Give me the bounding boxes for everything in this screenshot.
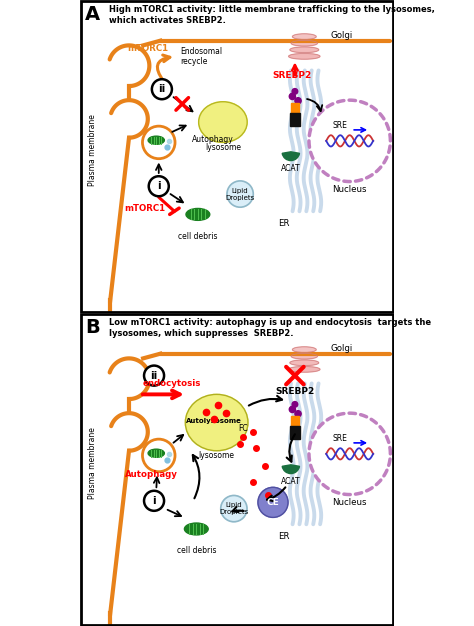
Text: i: i: [152, 496, 156, 506]
Ellipse shape: [290, 47, 319, 53]
Ellipse shape: [292, 34, 316, 39]
Text: SREBP2: SREBP2: [275, 387, 315, 396]
Circle shape: [309, 100, 391, 182]
Text: Autophagy: Autophagy: [191, 135, 233, 144]
Ellipse shape: [290, 360, 319, 366]
Ellipse shape: [186, 208, 210, 220]
Text: Droplets: Droplets: [226, 195, 255, 201]
Ellipse shape: [199, 102, 247, 143]
Circle shape: [289, 93, 295, 100]
Ellipse shape: [292, 347, 316, 352]
Bar: [290, 426, 300, 439]
Text: endocytosis: endocytosis: [143, 379, 201, 388]
Text: cell debris: cell debris: [176, 546, 216, 555]
Ellipse shape: [185, 394, 248, 451]
Text: Plasma membrane: Plasma membrane: [88, 115, 97, 186]
Circle shape: [227, 181, 253, 207]
Text: CE: CE: [266, 498, 279, 507]
Text: ACAT: ACAT: [281, 477, 301, 486]
Circle shape: [143, 439, 175, 472]
Circle shape: [289, 406, 295, 413]
Circle shape: [144, 491, 164, 511]
Circle shape: [258, 487, 288, 517]
Text: ACAT: ACAT: [281, 164, 301, 173]
Bar: [291, 103, 299, 113]
Text: Lipid: Lipid: [226, 503, 242, 508]
Text: Droplets: Droplets: [219, 510, 248, 515]
Ellipse shape: [289, 54, 320, 59]
Bar: [291, 416, 299, 426]
Text: FC: FC: [238, 424, 248, 433]
Text: Golgi: Golgi: [331, 31, 353, 41]
Text: SREBP2: SREBP2: [272, 71, 311, 80]
Text: SRE: SRE: [333, 121, 348, 130]
Text: B: B: [85, 318, 100, 337]
Text: High mTORC1 activity: little membrane trafficking to the lysosomes,
which activa: High mTORC1 activity: little membrane tr…: [109, 4, 435, 26]
Text: Nucleus: Nucleus: [332, 185, 367, 194]
Text: ER: ER: [278, 532, 290, 541]
Bar: [290, 113, 300, 126]
Circle shape: [221, 496, 247, 522]
Text: A: A: [85, 4, 100, 24]
Wedge shape: [282, 464, 300, 474]
Text: SRE: SRE: [333, 434, 348, 443]
Ellipse shape: [148, 449, 164, 457]
Circle shape: [152, 79, 172, 99]
Text: Endosomal
recycle: Endosomal recycle: [181, 47, 223, 66]
Circle shape: [292, 88, 298, 94]
Circle shape: [149, 177, 169, 197]
Ellipse shape: [184, 523, 208, 535]
Text: Lipid: Lipid: [232, 188, 248, 194]
Text: ER: ER: [278, 219, 290, 228]
Circle shape: [144, 366, 164, 386]
Ellipse shape: [289, 367, 320, 372]
Text: Golgi: Golgi: [331, 344, 353, 354]
Text: cell debris: cell debris: [178, 232, 218, 240]
Circle shape: [309, 413, 391, 495]
Circle shape: [295, 411, 301, 417]
Text: Plasma membrane: Plasma membrane: [88, 428, 97, 499]
Ellipse shape: [291, 353, 318, 359]
Circle shape: [292, 402, 298, 408]
Circle shape: [295, 98, 301, 104]
Text: Nucleus: Nucleus: [332, 498, 367, 507]
Text: ii: ii: [158, 85, 165, 94]
Text: ii: ii: [150, 371, 158, 381]
Text: Autophagy: Autophagy: [125, 470, 177, 479]
Circle shape: [143, 126, 175, 159]
Wedge shape: [282, 152, 300, 161]
Text: i: i: [157, 182, 161, 191]
Ellipse shape: [291, 40, 318, 46]
Text: Autolysosome: Autolysosome: [186, 418, 241, 424]
Text: mTORC1: mTORC1: [124, 203, 165, 213]
Text: lysosome: lysosome: [205, 143, 241, 151]
Ellipse shape: [148, 136, 164, 145]
Text: mTORC1: mTORC1: [127, 44, 168, 53]
Text: Low mTORC1 activity: autophagy is up and endocytosis  targets the
lysosomes, whi: Low mTORC1 activity: autophagy is up and…: [109, 318, 431, 339]
Text: lysosome: lysosome: [199, 451, 235, 460]
